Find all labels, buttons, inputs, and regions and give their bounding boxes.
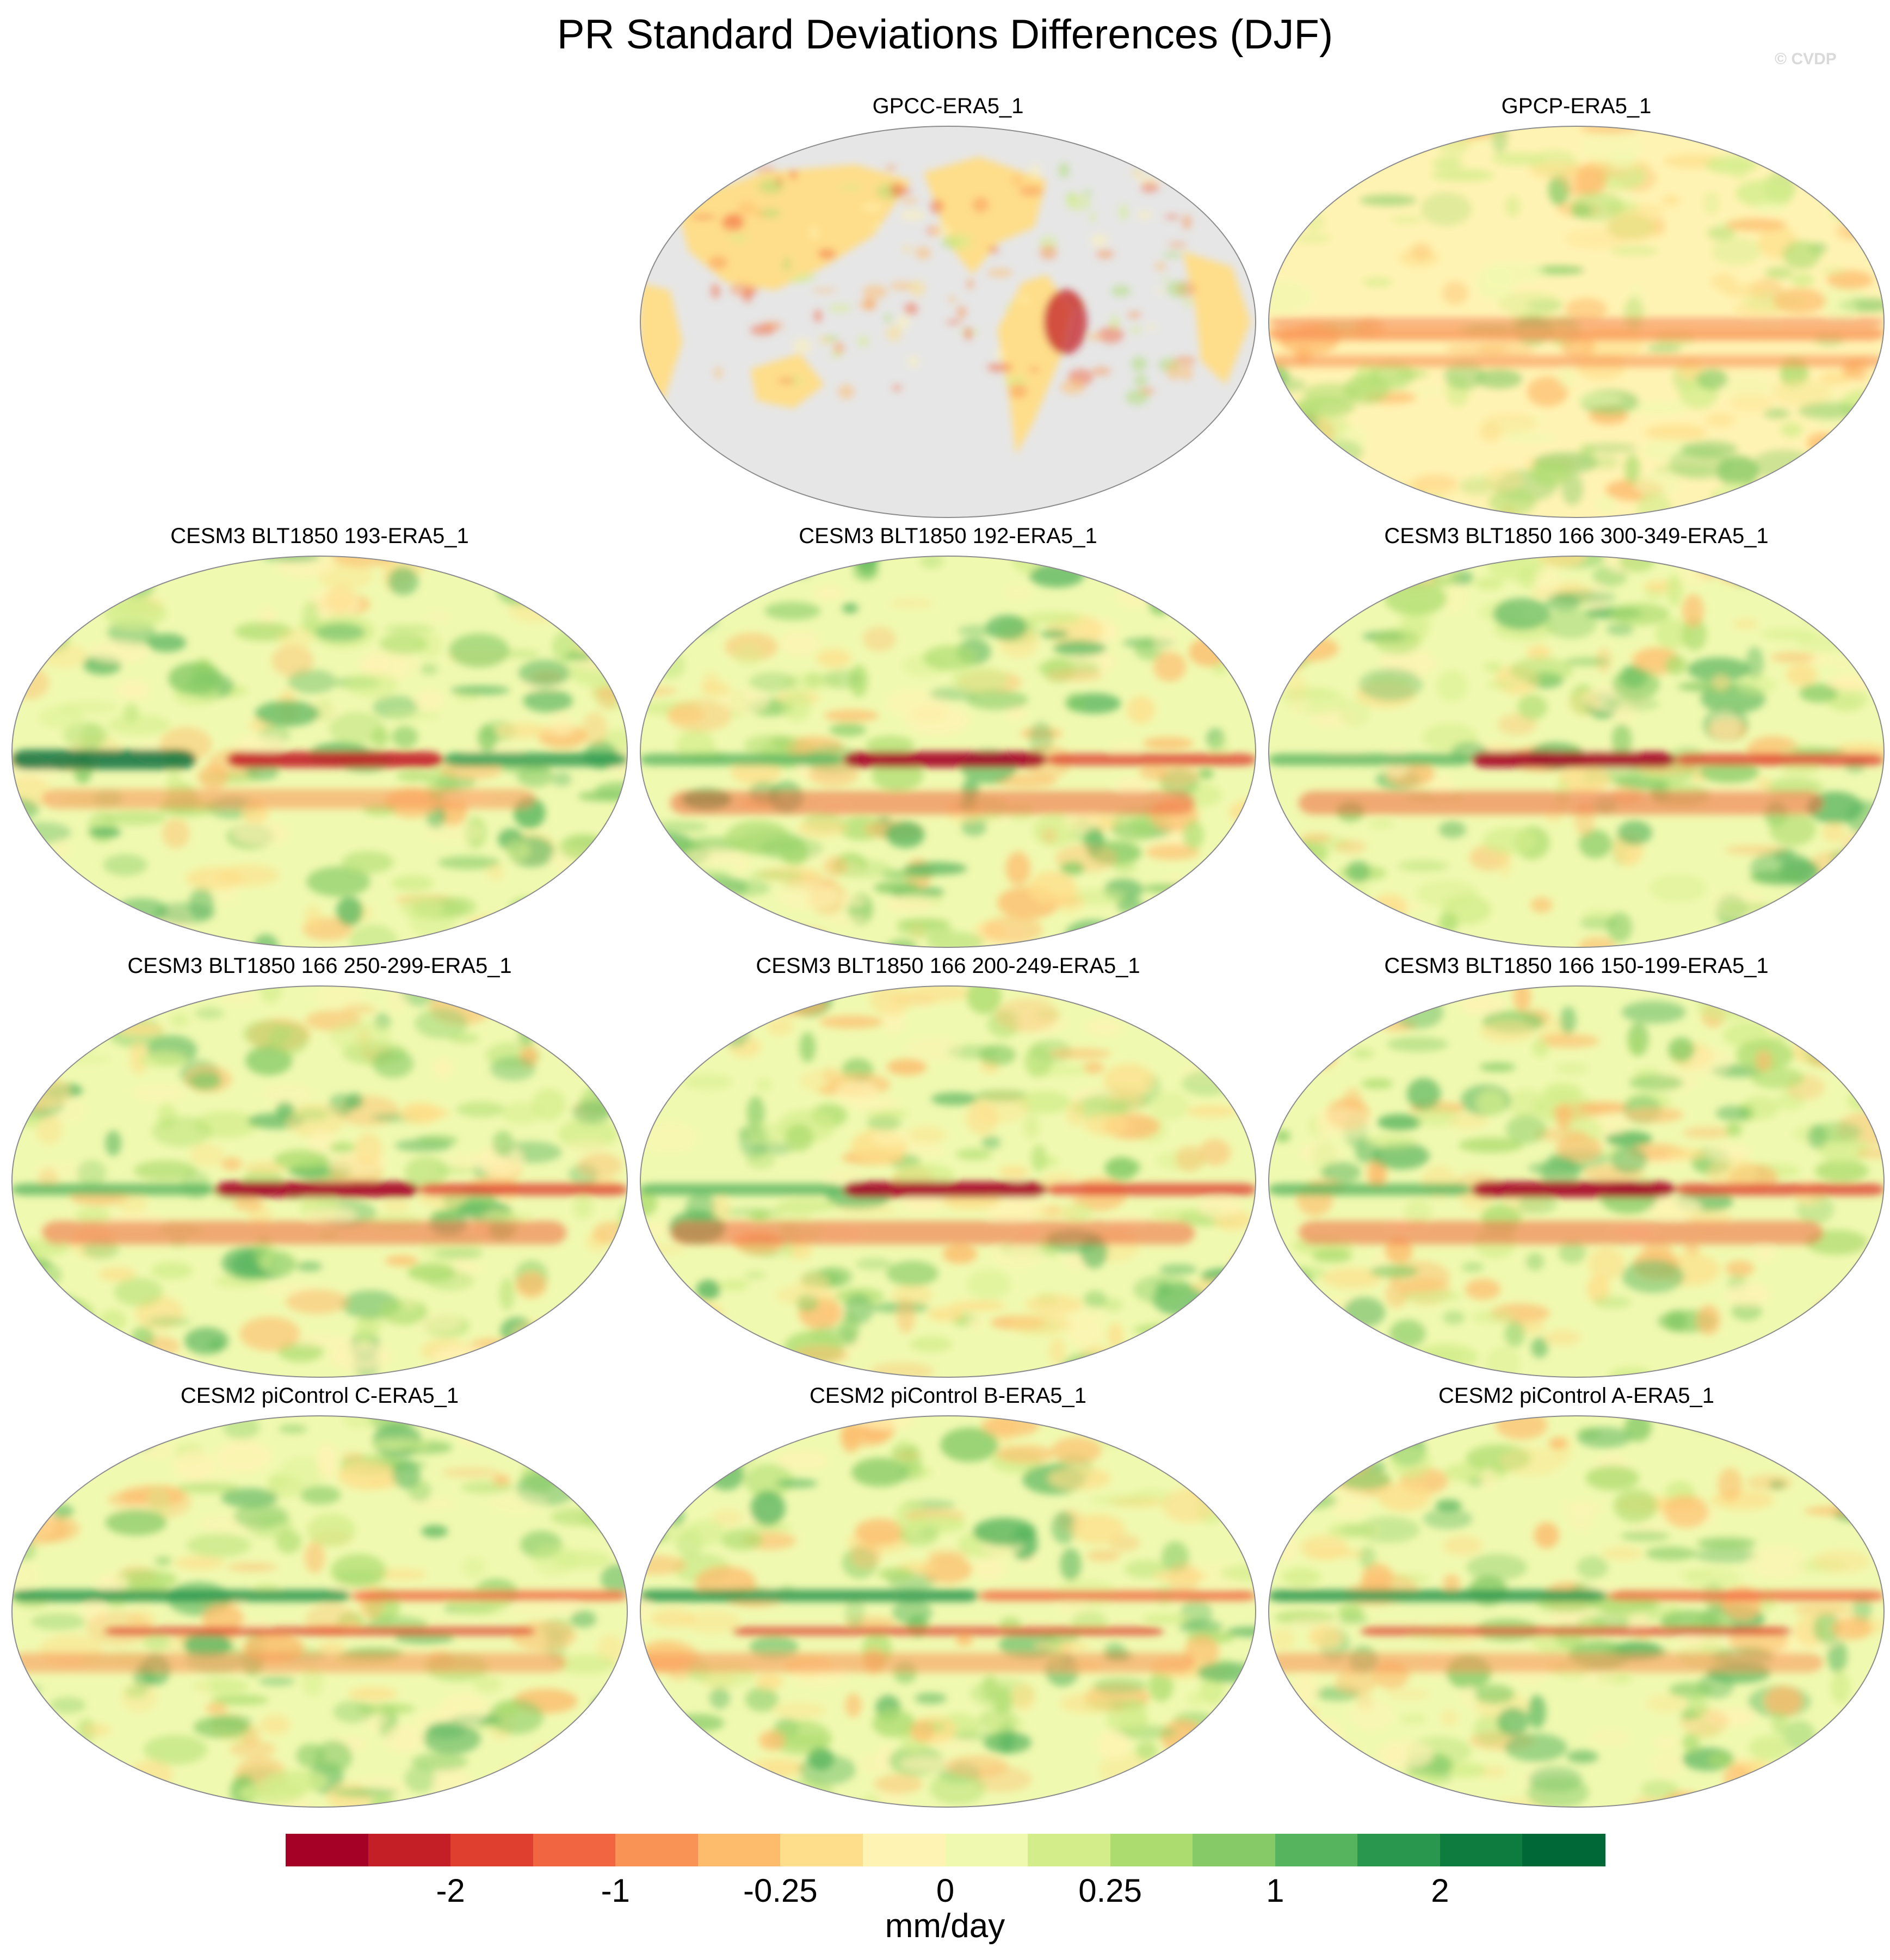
colorbar-box: [697, 1834, 781, 1866]
panel-title: CESM2 piControl A-ERA5_1: [1438, 1384, 1714, 1408]
map-panel: CESM2 piControl B-ERA5_1: [639, 1381, 1257, 1811]
map-panel: CESM3 BLT1850 166 300-349-ERA5_1: [1268, 521, 1885, 951]
robinson-map: [640, 985, 1256, 1378]
figure-title: PR Standard Deviations Differences (DJF): [557, 11, 1333, 58]
map-panel: CESM3 BLT1850 166 150-199-ERA5_1: [1268, 951, 1885, 1381]
colorbar-box: [450, 1834, 534, 1866]
colorbar-tick-label: 0.25: [1078, 1872, 1142, 1909]
robinson-map: [11, 1415, 628, 1808]
colorbar-box: [1357, 1834, 1441, 1866]
colorbar-tick-label: 0: [936, 1872, 955, 1909]
cvdp-credit: © CVDP: [1775, 50, 1837, 68]
panel-title: CESM3 BLT1850 192-ERA5_1: [799, 524, 1097, 548]
colorbar-box: [780, 1834, 863, 1866]
robinson-map: [640, 1415, 1256, 1808]
panel-title: CESM2 piControl C-ERA5_1: [180, 1384, 459, 1408]
colorbar-box: [1440, 1834, 1523, 1866]
robinson-map: [1268, 985, 1885, 1378]
map-panel: CESM3 BLT1850 192-ERA5_1: [639, 521, 1257, 951]
colorbar-box: [533, 1834, 616, 1866]
map-panel: CESM3 BLT1850 166 250-299-ERA5_1: [11, 951, 628, 1381]
colorbar-tick-label: -0.25: [743, 1872, 818, 1909]
colorbar-box: [1275, 1834, 1358, 1866]
colorbar-unit-label: mm/day: [885, 1907, 1005, 1945]
colorbar-box: [1522, 1834, 1605, 1866]
panel-title: CESM3 BLT1850 166 200-249-ERA5_1: [756, 954, 1140, 978]
panel-title: CESM3 BLT1850 166 300-349-ERA5_1: [1384, 524, 1769, 548]
robinson-map: [11, 985, 628, 1378]
colorbar-box: [1028, 1834, 1111, 1866]
robinson-map: [1268, 556, 1885, 948]
robinson-map: [1268, 1415, 1885, 1808]
panel-title: CESM2 piControl B-ERA5_1: [809, 1384, 1087, 1408]
colorbar: [286, 1834, 1605, 1866]
map-panel: GPCC-ERA5_1: [639, 91, 1257, 521]
robinson-map: [11, 556, 628, 948]
colorbar-tick-label: -2: [436, 1872, 465, 1909]
colorbar-box: [1193, 1834, 1276, 1866]
panel-title: CESM3 BLT1850 166 250-299-ERA5_1: [127, 954, 512, 978]
map-panel: CESM3 BLT1850 166 200-249-ERA5_1: [639, 951, 1257, 1381]
map-panel: GPCP-ERA5_1: [1268, 91, 1885, 521]
colorbar-tick-label: 1: [1266, 1872, 1284, 1909]
robinson-map: [640, 126, 1256, 518]
map-panel: CESM2 piControl A-ERA5_1: [1268, 1381, 1885, 1811]
colorbar-box: [945, 1834, 1028, 1866]
panel-title: GPCC-ERA5_1: [872, 94, 1024, 118]
colorbar-box: [286, 1834, 369, 1866]
colorbar-box: [862, 1834, 946, 1866]
panel-title: CESM3 BLT1850 193-ERA5_1: [170, 524, 469, 548]
robinson-map: [640, 556, 1256, 948]
colorbar-box: [615, 1834, 699, 1866]
panel-title: GPCP-ERA5_1: [1501, 94, 1652, 118]
panel-title: CESM3 BLT1850 166 150-199-ERA5_1: [1384, 954, 1769, 978]
colorbar-tick-label: -1: [601, 1872, 630, 1909]
colorbar-tick-label: 2: [1431, 1872, 1449, 1909]
map-panel: CESM2 piControl C-ERA5_1: [11, 1381, 628, 1811]
robinson-map: [1268, 126, 1885, 518]
colorbar-box: [368, 1834, 451, 1866]
map-panel: CESM3 BLT1850 193-ERA5_1: [11, 521, 628, 951]
colorbar-box: [1110, 1834, 1193, 1866]
